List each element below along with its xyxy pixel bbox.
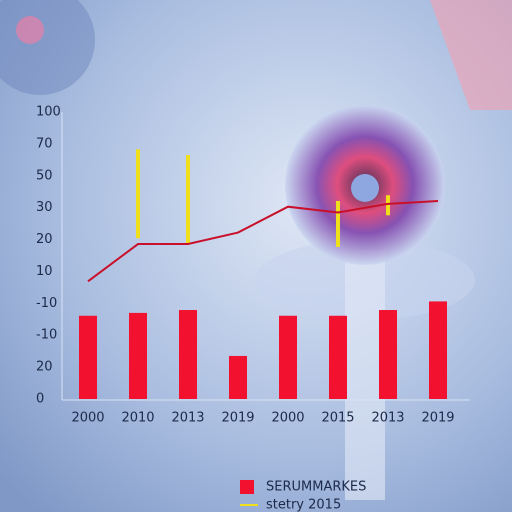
bar (179, 310, 197, 399)
bar (129, 312, 147, 399)
decor (16, 16, 44, 44)
decor (430, 0, 512, 110)
bar (329, 315, 347, 399)
y-tick-label: 10 (36, 264, 53, 279)
x-tick-label: 2010 (121, 411, 154, 426)
bar (229, 355, 247, 399)
line (87, 199, 439, 283)
y-tick-label: 0 (36, 392, 44, 407)
x-tick-label: 2000 (71, 411, 104, 426)
decor (345, 250, 385, 500)
y-tick-label: 30 (36, 200, 53, 215)
bar (79, 315, 97, 399)
decor (351, 174, 379, 202)
y-tick-label: -10 (36, 296, 57, 311)
bar (379, 310, 397, 399)
y-tick-label: 20 (36, 232, 53, 247)
y-tick-label: 100 (36, 105, 61, 120)
x-tick-label: 2000 (271, 411, 304, 426)
y-tick-label: -10 (36, 328, 57, 343)
x-tick-label: 2015 (321, 411, 354, 426)
legend-label: stetry 2015 (266, 498, 341, 512)
legend-swatch (240, 480, 254, 494)
legend-label: SERUMMARKES (266, 480, 366, 495)
x-tick-label: 2013 (371, 411, 404, 426)
x-tick-label: 2019 (221, 411, 254, 426)
y-tick-label: 50 (36, 168, 53, 183)
bar (429, 301, 447, 399)
x-tick-label: 2019 (421, 411, 454, 426)
y-tick-label: 70 (36, 136, 53, 151)
y-tick-label: 20 (36, 360, 53, 375)
x-tick-label: 2013 (171, 411, 204, 426)
bar (279, 315, 297, 399)
